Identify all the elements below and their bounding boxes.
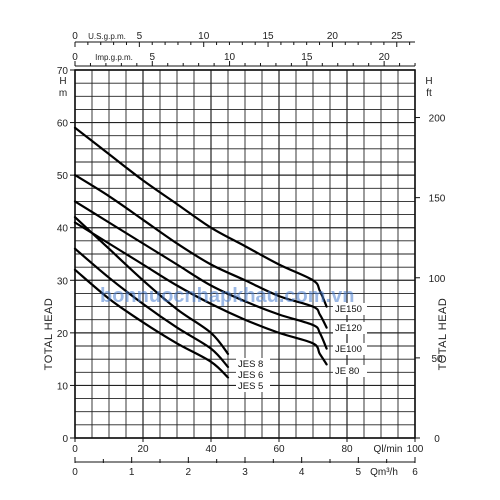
usgpm-tick-label: 0 [72,31,78,42]
impgpm-tick-label: 0 [72,52,78,63]
series-label-bg [333,343,367,355]
series-curves [73,126,328,379]
m3h-tick-label: 5 [356,467,362,478]
grid [74,69,416,439]
watermark: bonnuocnhapkhau.com.vn [100,285,354,307]
usgpm-tick-label: 10 [198,31,210,42]
x-tick-label: 20 [137,444,149,455]
x-tick-label: 80 [341,444,353,455]
series-label-je120: JE120 [335,323,362,334]
series-label-bg [333,322,367,334]
y2-unit-label-h: H [425,76,432,87]
series-label-bg [333,303,367,315]
y-unit-label-m: m [59,88,67,99]
x-tick-label: 60 [273,444,285,455]
x-tick-label: 0 [72,444,78,455]
impgpm-tick-label: 10 [224,52,236,63]
series-label-je100: JE100 [335,344,362,355]
series-line-jes5 [73,268,230,379]
y-tick-label: 50 [57,171,69,182]
series-label-bg [236,358,270,370]
m3h-tick-label: 4 [299,467,305,478]
y-unit-label-h: H [59,76,66,87]
series-label-bg [333,365,367,377]
series-line-jes6 [73,247,230,369]
m3h-axis-title: Qm³/h [370,467,398,478]
series-label-bg [236,369,270,381]
impgpm-tick-label: 5 [150,52,156,63]
x-axis-title: Ql/min [374,444,403,455]
usgpm-axis-title: U.S.g.p.m. [88,32,126,41]
m3h-tick-label: 3 [242,467,248,478]
m3h-tick-label: 6 [412,467,418,478]
m3h-tick-label: 1 [129,467,135,478]
y2-tick-label: 50 [431,354,443,365]
impgpm-tick-label: 15 [301,52,313,63]
y-axis-title-left: TOTAL HEAD [43,298,55,371]
series-line-je120 [73,174,328,329]
series-label-jes8: JES 8 [238,359,263,370]
y-tick-label: 60 [57,119,69,130]
m3h-tick-label: 2 [186,467,192,478]
y-axis-title-right: TOTAL HEAD [437,298,449,371]
impgpm-tick-label: 20 [379,52,391,63]
y-tick-label: 40 [57,224,69,235]
usgpm-tick-label: 20 [327,31,339,42]
m3h-tick-label: 0 [72,467,78,478]
chart-frame [74,69,416,439]
series-label-jes6: JES 6 [238,370,263,381]
usgpm-tick-label: 15 [262,31,274,42]
y2-tick-label: 200 [429,114,446,125]
series-label-je150: JE150 [335,304,362,315]
y-tick-label: 10 [57,381,69,392]
y-tick-label: 20 [57,329,69,340]
plot-border [74,69,416,439]
series-line-jes8 [73,216,230,355]
impgpm-axis-title: Imp.g.p.m. [95,53,133,62]
y-tick-label: 30 [57,276,69,287]
series-line-je100 [73,200,328,350]
y2-tick-label: 100 [429,274,446,285]
usgpm-tick-label: 5 [137,31,143,42]
x-tick-label: 40 [205,444,217,455]
series-label-bg [236,380,270,392]
series-line-je150 [73,126,328,308]
series-line-je80 [73,221,328,366]
y-tick-label: 70 [57,66,69,77]
y-tick-label: 0 [62,434,68,445]
usgpm-tick-label: 25 [391,31,403,42]
series-label-je80: JE 80 [335,366,359,377]
y2-tick-label: 150 [429,194,446,205]
y2-unit-label-ft: ft [426,88,432,99]
series-label-jes5: JES 5 [238,381,263,392]
y2-tick-label: 0 [434,434,440,445]
x-tick-label: 100 [407,444,424,455]
